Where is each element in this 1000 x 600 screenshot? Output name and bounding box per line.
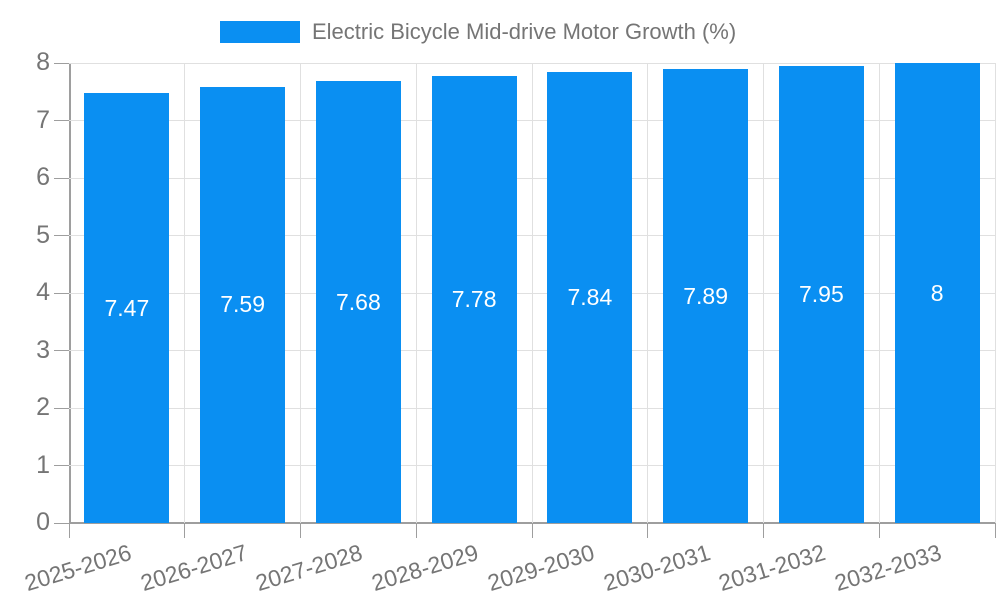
bar[interactable]: 7.47 xyxy=(84,93,170,523)
x-axis-tick xyxy=(300,523,301,538)
y-axis-tick xyxy=(54,522,69,524)
bar[interactable]: 7.95 xyxy=(778,65,864,523)
legend-swatch-icon xyxy=(220,21,300,43)
bar[interactable]: 7.59 xyxy=(200,86,286,523)
v-gridline xyxy=(647,63,649,523)
y-axis-label: 3 xyxy=(36,335,50,364)
x-axis-tick xyxy=(68,523,70,538)
y-axis-tick xyxy=(54,407,69,409)
v-gridline xyxy=(531,63,533,523)
x-axis-tick xyxy=(878,523,880,538)
bar-value-label: 7.59 xyxy=(220,291,265,318)
bar[interactable]: 7.78 xyxy=(431,75,517,523)
y-axis-tick xyxy=(54,177,69,179)
v-gridline xyxy=(184,63,186,523)
x-axis-tick xyxy=(763,523,764,538)
bar-value-label: 7.68 xyxy=(335,288,381,315)
v-gridline xyxy=(300,63,301,523)
bar[interactable]: 8 xyxy=(894,63,980,523)
y-axis-tick xyxy=(54,350,69,351)
y-axis-label: 2 xyxy=(36,393,50,421)
v-gridline xyxy=(763,63,764,523)
x-axis-tick xyxy=(647,523,649,538)
y-axis-tick xyxy=(54,62,69,64)
x-axis-tick xyxy=(531,523,533,538)
y-axis-tick xyxy=(54,120,69,121)
v-gridline xyxy=(994,63,996,523)
v-gridline xyxy=(878,63,880,523)
x-axis-tick xyxy=(994,523,996,538)
y-axis-tick xyxy=(54,292,69,294)
y-axis-label: 8 xyxy=(36,48,50,76)
bar-value-label: 7.95 xyxy=(798,280,844,307)
bar-value-label: 7.84 xyxy=(567,284,613,311)
legend-label: Electric Bicycle Mid-drive Motor Growth … xyxy=(312,19,737,44)
y-axis-label: 4 xyxy=(36,278,50,306)
bar[interactable]: 7.89 xyxy=(663,69,749,523)
y-axis-label: 1 xyxy=(36,450,50,479)
y-axis-label: 0 xyxy=(36,508,50,536)
y-axis-label: 5 xyxy=(36,220,50,249)
y-axis-label: 7 xyxy=(36,105,50,134)
plot-area: 7.47 7.59 7.68 7.78 7.84 7.89 7.95 8 xyxy=(54,62,996,538)
x-axis-tick xyxy=(184,523,186,538)
bar-value-label: 7.89 xyxy=(683,282,728,309)
x-axis-tick xyxy=(415,523,417,538)
bar[interactable]: 7.68 xyxy=(315,81,401,523)
bar-value-label: 7.47 xyxy=(104,294,150,321)
y-axis-label: 6 xyxy=(36,163,50,191)
bar-value-label: 7.78 xyxy=(451,285,497,312)
bar[interactable]: 7.84 xyxy=(547,72,633,523)
y-axis-tick xyxy=(54,235,69,236)
chart-legend[interactable]: Electric Bicycle Mid-drive Motor Growth … xyxy=(220,19,737,44)
v-gridline xyxy=(415,63,417,523)
y-axis-tick xyxy=(54,465,69,466)
bar-value-label: 8 xyxy=(930,279,944,306)
